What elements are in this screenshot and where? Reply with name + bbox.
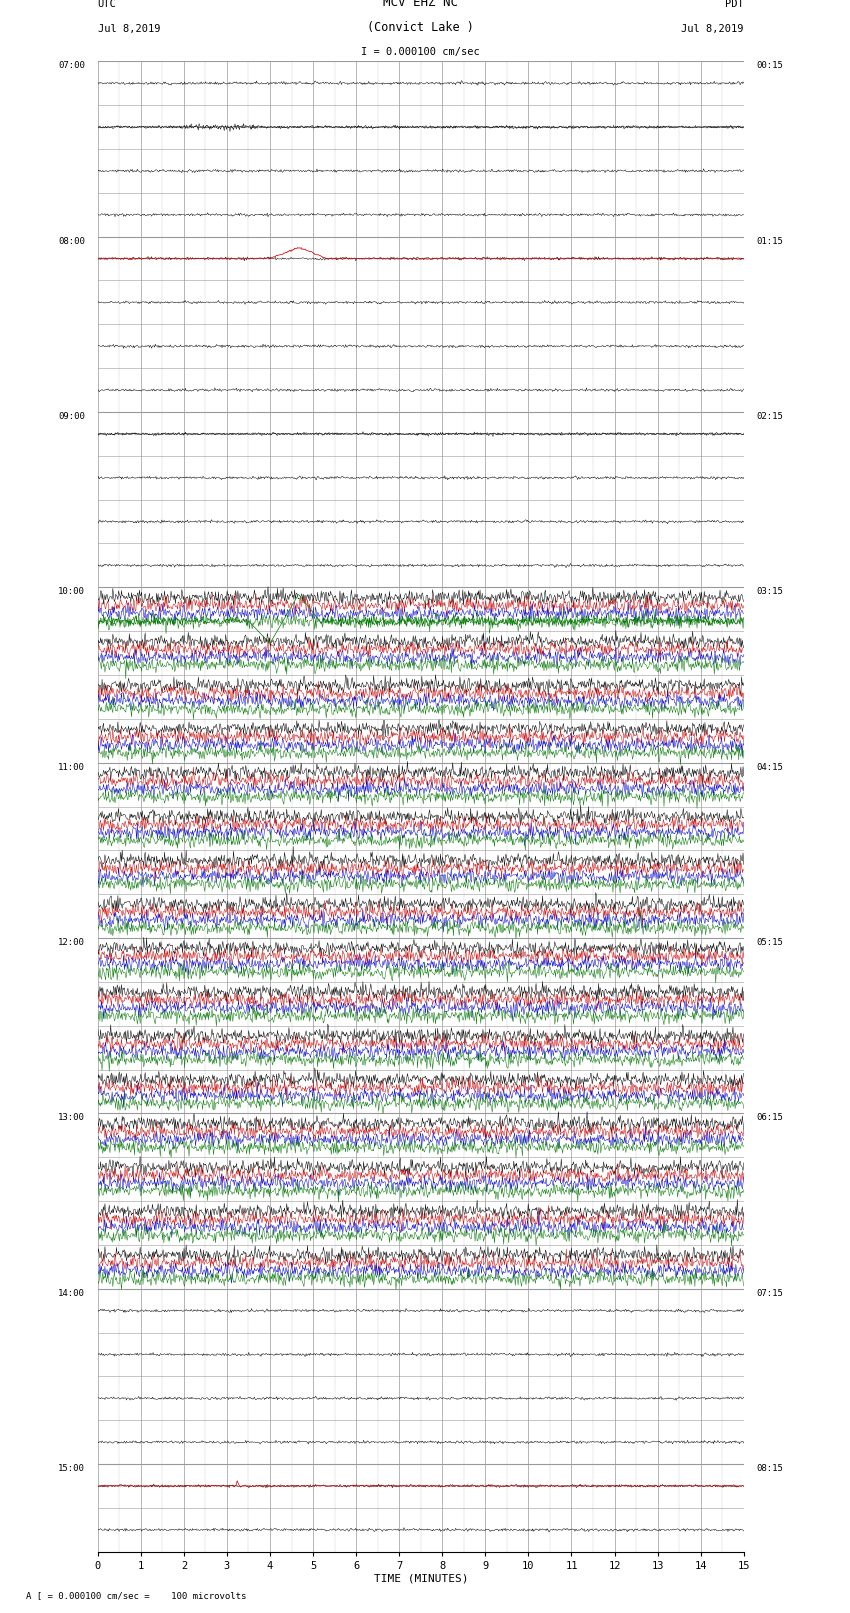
- Text: UTC: UTC: [98, 0, 116, 10]
- Text: 08:15: 08:15: [756, 1465, 784, 1473]
- Text: 01:15: 01:15: [756, 237, 784, 245]
- X-axis label: TIME (MINUTES): TIME (MINUTES): [373, 1574, 468, 1584]
- Text: (Convict Lake ): (Convict Lake ): [367, 21, 474, 34]
- Text: 10:00: 10:00: [58, 587, 85, 597]
- Text: Jul 8,2019: Jul 8,2019: [681, 24, 744, 34]
- Text: Jul 8,2019: Jul 8,2019: [98, 24, 161, 34]
- Text: 07:00: 07:00: [58, 61, 85, 71]
- Text: 15:00: 15:00: [58, 1465, 85, 1473]
- Text: 02:15: 02:15: [756, 411, 784, 421]
- Text: 07:15: 07:15: [756, 1289, 784, 1298]
- Text: 13:00: 13:00: [58, 1113, 85, 1123]
- Text: 05:15: 05:15: [756, 939, 784, 947]
- Text: A [ = 0.000100 cm/sec =    100 microvolts: A [ = 0.000100 cm/sec = 100 microvolts: [26, 1590, 246, 1600]
- Text: 09:00: 09:00: [58, 411, 85, 421]
- Text: 08:00: 08:00: [58, 237, 85, 245]
- Text: 04:15: 04:15: [756, 763, 784, 771]
- Text: 03:15: 03:15: [756, 587, 784, 597]
- Text: 06:15: 06:15: [756, 1113, 784, 1123]
- Text: 00:15: 00:15: [756, 61, 784, 71]
- Text: MCV EHZ NC: MCV EHZ NC: [383, 0, 458, 10]
- Text: PDT: PDT: [725, 0, 744, 10]
- Text: 14:00: 14:00: [58, 1289, 85, 1298]
- Text: I = 0.000100 cm/sec: I = 0.000100 cm/sec: [361, 47, 480, 56]
- Text: 12:00: 12:00: [58, 939, 85, 947]
- Text: 11:00: 11:00: [58, 763, 85, 771]
